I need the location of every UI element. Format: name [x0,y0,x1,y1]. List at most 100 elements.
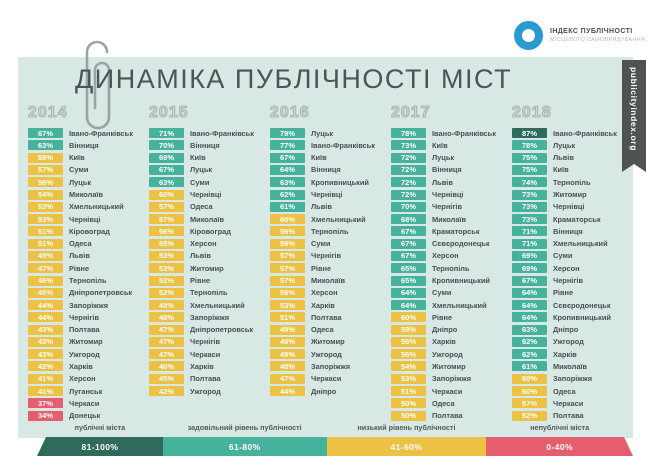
score-badge: 51% [28,226,63,237]
city-name: Дніпропетровськ [69,288,133,298]
score-badge: 57% [270,263,305,274]
year-column: 2016 79% Луцьк 77% Івано-Франківськ 67% … [269,103,391,422]
city-name: Львів [553,153,574,163]
city-row: 59% Суми [270,238,391,250]
score-badge: 57% [270,275,305,286]
city-row: 60% Одеса [512,385,633,397]
city-name: Харків [190,361,214,371]
city-row: 72% Чернівці [391,188,512,200]
score-badge: 56% [391,349,426,360]
legend-range-segment: 41-60% [327,437,487,456]
paperclip-icon [85,40,111,130]
city-row: 67% Краматорськ [391,225,512,237]
city-row: 69% Суми [512,250,633,262]
city-row: 50% Полтава [391,409,512,421]
score-badge: 57% [149,214,184,225]
city-name: Херсон [69,374,96,384]
city-name: Суми [190,177,210,187]
city-name: Луцьк [553,140,576,150]
city-row: 72% Вінниця [391,164,512,176]
city-name: Ужгород [69,349,100,359]
score-badge: 74% [512,177,547,188]
score-badge: 78% [391,128,426,139]
city-name: Івано-Франківськ [190,128,254,138]
city-name: Суми [69,165,89,175]
city-name: Миколаїв [432,214,467,224]
legend-label: задовільний рівень публічності [187,423,302,432]
city-row: 52% Тернопіль [149,287,270,299]
legend-bar: 81-100% 61-80% 41-60% 0-40% [37,437,633,456]
city-row: 41% Луганськ [28,385,149,397]
score-badge: 50% [391,398,426,409]
score-badge: 49% [270,324,305,335]
page-title: ДИНАМІКА ПУБЛІЧНОСТІ МІСТ [75,64,513,94]
city-row: 49% Житомир [270,336,391,348]
city-name: Дніпро [553,325,579,335]
city-row: 53% Харків [270,299,391,311]
city-row: 67% Сєвєродонецьк [391,238,512,250]
city-row: 79% Луцьк [270,127,391,139]
legend-range-segment: 61-80% [163,437,327,456]
city-row: 48% Запоріжжя [149,311,270,323]
legend-label: непублічні міста [530,423,590,432]
city-row: 42% Ужгород [149,385,270,397]
logo-ring-icon [514,21,543,50]
city-row: 74% Тернопіль [512,176,633,188]
score-badge: 52% [149,275,184,286]
score-badge: 43% [28,324,63,335]
score-badge: 49% [28,250,63,261]
city-name: Черкаси [311,374,342,384]
city-name: Львів [190,251,211,261]
score-badge: 72% [391,189,426,200]
year-column: 2018 87% Івано-Франківськ 78% Луцьк 75% … [511,103,633,422]
city-row: 34% Донецьк [28,409,149,421]
city-name: Миколаїв [69,190,104,200]
city-row: 60% Чернівці [149,188,270,200]
score-badge: 69% [512,250,547,261]
score-badge: 67% [270,152,305,163]
city-name: Миколаїв [553,361,588,371]
year-label: 2014 [27,103,68,121]
city-name: Хмельницький [553,239,608,249]
score-badge: 59% [270,238,305,249]
score-badge: 57% [28,164,63,175]
score-badge: 49% [270,336,305,347]
score-badge: 47% [270,373,305,384]
score-badge: 48% [270,361,305,372]
city-name: Житомир [69,337,103,347]
city-row: 47% Рівне [28,262,149,274]
city-row: 69% Київ [149,152,270,164]
city-name: Запоріжжя [432,374,472,384]
city-row: 47% Черкаси [149,348,270,360]
city-name: Київ [311,153,327,163]
city-row: 55% Херсон [149,238,270,250]
score-badge: 47% [149,349,184,360]
score-badge: 68% [391,214,426,225]
score-badge: 65% [391,263,426,274]
city-name: Запоріжжя [69,300,109,310]
city-row: 54% Житомир [391,360,512,372]
score-badge: 41% [28,386,63,397]
city-row: 63% Кропивницький [270,176,391,188]
city-name: Вінниця [311,165,341,175]
city-name: Херсон [432,251,459,261]
city-row: 62% Чернівці [270,188,391,200]
city-name: Краматорськ [432,226,480,236]
score-badge: 63% [512,324,547,335]
city-row: 65% Кропивницький [391,274,512,286]
city-row: 58% Київ [28,152,149,164]
city-name: Рівне [432,312,453,322]
city-name: Суми [432,288,452,298]
score-badge: 59% [391,324,426,335]
logo-title: ІНДЕКС ПУБЛІЧНОСТІ [550,28,633,35]
score-badge: 47% [149,336,184,347]
city-row: 72% Львів [391,176,512,188]
city-name: Хмельницький [69,202,124,212]
score-badge: 65% [391,275,426,286]
score-badge: 87% [512,128,547,139]
score-badge: 53% [28,214,63,225]
year-label: 2015 [148,103,189,121]
score-badge: 67% [149,164,184,175]
logo-subtitle: МІСЦЕВОГО САМОВРЯДУВАННЯ [550,37,646,43]
score-badge: 58% [28,152,63,163]
